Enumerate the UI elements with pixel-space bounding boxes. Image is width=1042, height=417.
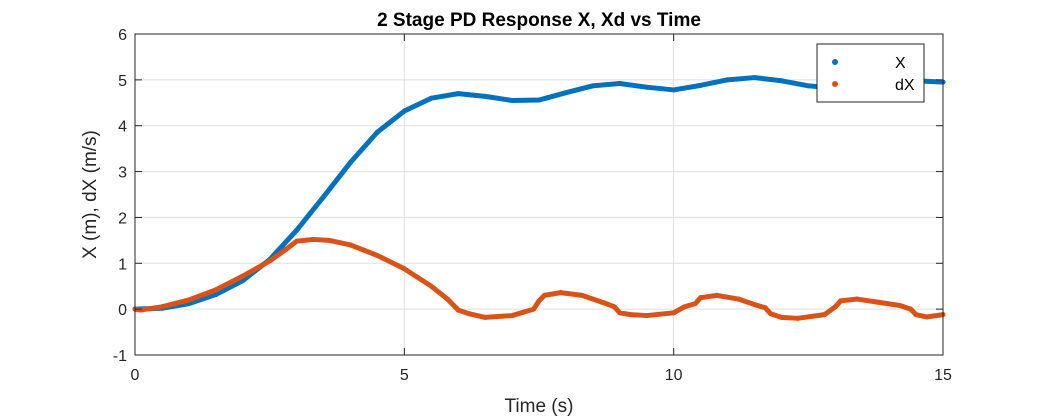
x-tick-label: 10: [665, 367, 683, 384]
data-point: [924, 314, 930, 320]
data-point: [751, 75, 757, 81]
legend-label: X: [895, 55, 906, 72]
data-point: [751, 302, 757, 308]
x-tick-label: 0: [131, 367, 140, 384]
data-point: [509, 97, 515, 103]
data-point: [725, 77, 731, 83]
data-point: [428, 95, 434, 101]
data-point: [283, 247, 289, 253]
data-point: [611, 304, 617, 310]
data-point: [428, 283, 434, 289]
data-point: [698, 82, 704, 88]
data-point: [401, 266, 407, 272]
data-point: [159, 304, 165, 310]
axes-box: [134, 33, 944, 356]
data-point: [326, 237, 332, 243]
data-point: [563, 90, 569, 96]
x-tick-label: 15: [934, 367, 952, 384]
data-point: [854, 296, 860, 302]
data-point: [644, 84, 650, 90]
data-point: [310, 236, 316, 242]
data-point: [137, 307, 143, 313]
y-axis-label: X (m), dX (m/s): [80, 130, 101, 259]
data-point: [692, 301, 698, 307]
data-point: [186, 297, 192, 303]
y-tick-label: 2: [118, 210, 127, 227]
data-point: [714, 292, 720, 298]
legend: XdX: [816, 43, 925, 103]
data-point: [778, 78, 784, 84]
data-point: [838, 298, 844, 304]
y-tick-label: 1: [118, 256, 127, 273]
y-tick-label: 6: [118, 27, 127, 44]
data-point: [913, 312, 919, 318]
data-point: [768, 311, 774, 317]
plot-area: [132, 75, 946, 321]
legend-marker: [832, 59, 838, 65]
data-point: [558, 290, 564, 296]
data-point: [698, 295, 704, 301]
data-point: [294, 238, 300, 244]
data-point: [671, 310, 677, 316]
data-point: [644, 313, 650, 319]
data-point: [875, 299, 881, 305]
data-point: [267, 258, 273, 264]
y-tick-label: 0: [118, 302, 127, 319]
data-point: [374, 129, 380, 135]
data-point: [735, 296, 741, 302]
data-point: [466, 311, 472, 317]
data-point: [455, 307, 461, 313]
data-point: [213, 291, 219, 297]
series-dX-points: [132, 236, 946, 321]
data-point: [579, 292, 585, 298]
data-point: [240, 273, 246, 279]
data-point: [536, 97, 542, 103]
legend-box: [816, 43, 925, 103]
data-point: [482, 93, 488, 99]
y-tick-label: 4: [118, 119, 127, 136]
data-point: [347, 242, 353, 248]
data-point: [821, 312, 827, 318]
data-point: [908, 306, 914, 312]
y-tick-label: -1: [113, 348, 127, 365]
data-point: [681, 304, 687, 310]
chart-title: 2 Stage PD Response X, Xd vs Time: [377, 10, 701, 31]
data-point: [778, 314, 784, 320]
data-point: [509, 313, 515, 319]
data-point: [795, 315, 801, 321]
data-point: [628, 312, 634, 318]
data-point: [671, 87, 677, 93]
y-tick-label: 5: [118, 73, 127, 90]
y-tick-label: 3: [118, 165, 127, 182]
data-point: [762, 305, 768, 311]
x-axis-label: Time (s): [505, 396, 574, 417]
data-point: [536, 298, 542, 304]
data-point: [590, 83, 596, 89]
data-point: [444, 296, 450, 302]
data-point: [321, 194, 327, 200]
data-point: [897, 302, 903, 308]
data-point: [374, 252, 380, 258]
data-point: [531, 306, 537, 312]
data-point: [213, 287, 219, 293]
data-point: [455, 91, 461, 97]
data-point: [832, 304, 838, 310]
data-point: [617, 310, 623, 316]
data-point: [482, 314, 488, 320]
x-tick-label: 5: [400, 367, 409, 384]
data-point: [617, 81, 623, 87]
data-point: [601, 300, 607, 306]
data-point: [294, 227, 300, 233]
data-point: [541, 292, 547, 298]
data-point: [347, 159, 353, 165]
legend-label: dX: [895, 77, 915, 94]
legend-marker: [832, 81, 838, 87]
data-point: [401, 108, 407, 114]
data-point: [805, 83, 811, 89]
